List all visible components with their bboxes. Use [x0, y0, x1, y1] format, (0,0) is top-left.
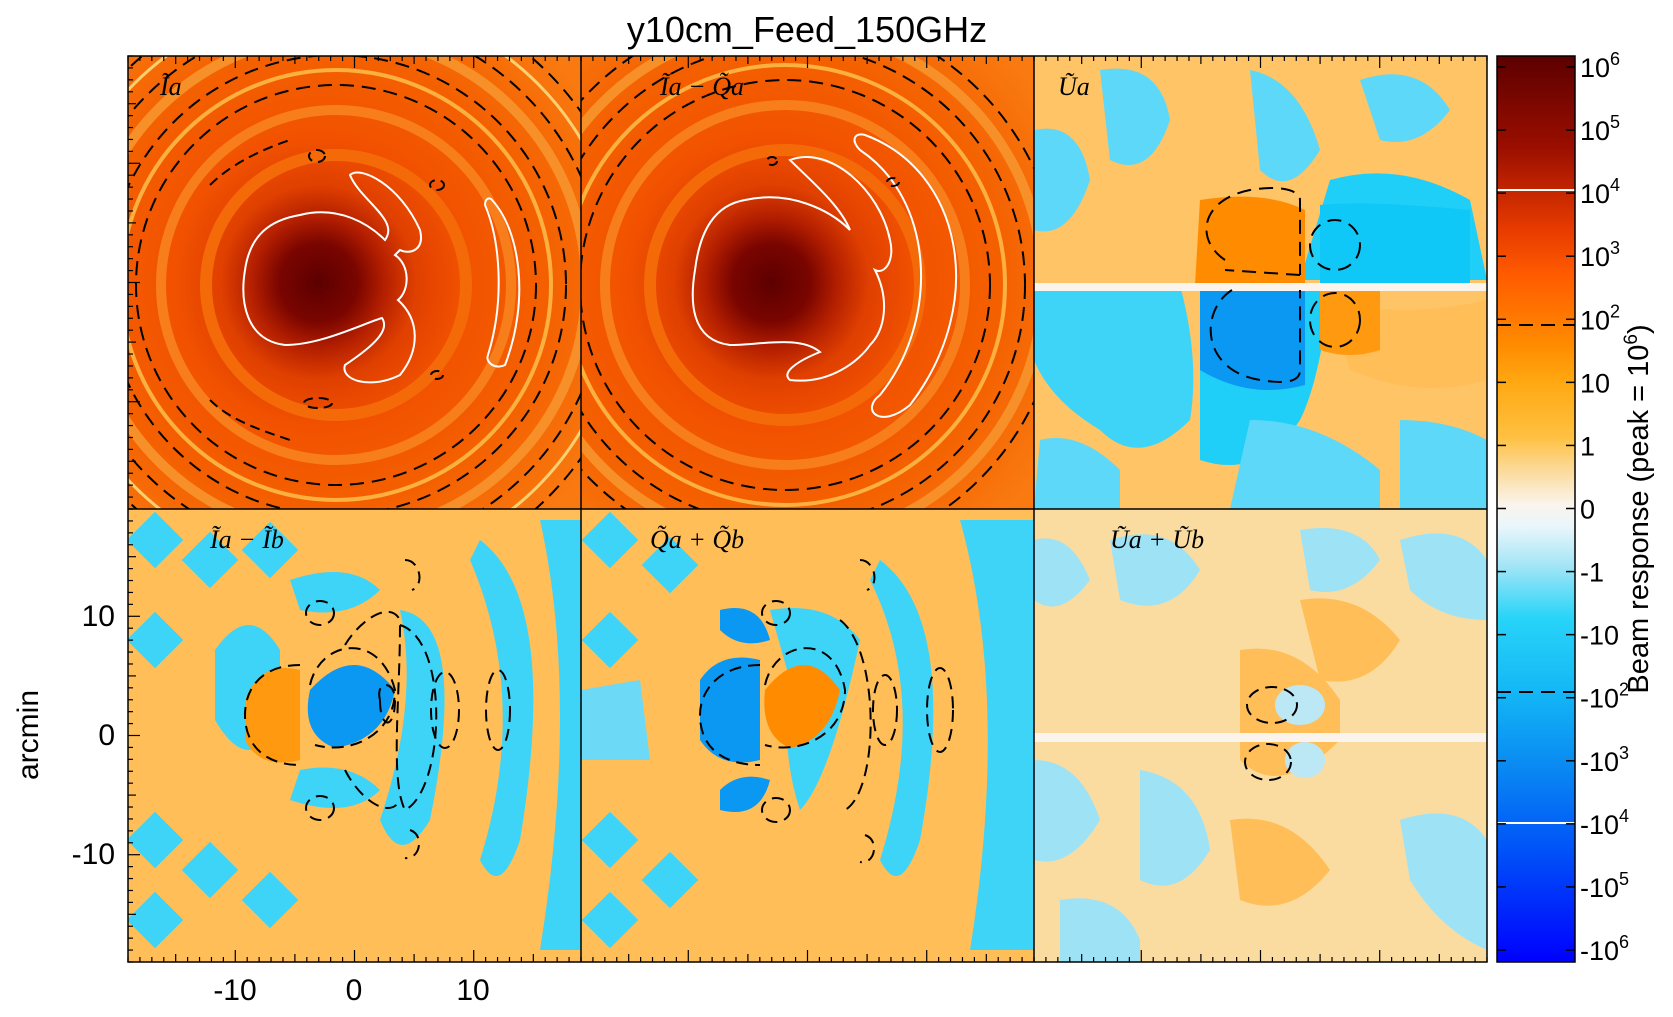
- y-axis-label: arcmin: [12, 690, 45, 780]
- panel-label-u-a-plus-u-b: Ũa + Ũb: [1110, 525, 1204, 554]
- panel-i-a: [128, 56, 581, 509]
- panel-u-a: [1034, 56, 1487, 509]
- panel-label-i-a-minus-q-a: Ĩa − Q̃a: [659, 72, 744, 101]
- panel-label-i-a: Ĩa: [159, 72, 182, 101]
- panel-label-q-a-plus-q-b: Q̃a + Q̃b: [650, 525, 744, 554]
- colorbar-tick-label: -10: [1580, 621, 1619, 651]
- colorbar-tick-label: 10: [1580, 368, 1610, 398]
- y-tick-label: 0: [98, 719, 115, 752]
- colorbar-tick-label: -102: [1580, 680, 1629, 714]
- colorbar-tick-label: 103: [1580, 238, 1620, 272]
- x-tick-label: 10: [456, 974, 489, 1007]
- colorbar-tick-label: 104: [1580, 175, 1620, 209]
- colorbar-ticks: 1061051041031021010-1-10-102-103-104-105…: [1497, 49, 1629, 966]
- axis-ticks: [127, 55, 1488, 963]
- colorbar-label: Beam response (peak = 106): [1621, 324, 1655, 693]
- chart-title: y10cm_Feed_150GHz: [627, 9, 987, 50]
- colorbar-tick-label: -1: [1580, 558, 1604, 588]
- panel-label-u-a: Ũa: [1058, 72, 1090, 101]
- panel-u-a-plus-u-b: [1034, 509, 1487, 962]
- y-tick-label: 10: [82, 600, 115, 633]
- x-axis: -10 0 10: [213, 974, 489, 1007]
- panel-label-i-a-minus-i-b: Ĩa − Ĩb: [209, 525, 284, 554]
- colorbar-tick-label: 105: [1580, 112, 1620, 146]
- colorbar-gradient: [1497, 56, 1575, 962]
- panel-q-a-plus-q-b: [581, 509, 1034, 962]
- colorbar-tick-label: 102: [1580, 301, 1620, 335]
- x-tick-label: 0: [346, 974, 363, 1007]
- panel-i-a-minus-q-a: [581, 56, 1034, 509]
- colorbar: 1061051041031021010-1-10-102-103-104-105…: [1496, 49, 1655, 966]
- colorbar-tick-label: 1: [1580, 431, 1595, 461]
- colorbar-tick-label: -105: [1580, 869, 1629, 903]
- colorbar-tick-label: -106: [1580, 932, 1629, 966]
- x-tick-label: -10: [213, 974, 256, 1007]
- colorbar-tick-label: -103: [1580, 743, 1629, 777]
- panel-i-a-minus-i-b: [128, 509, 581, 962]
- y-tick-label: -10: [72, 838, 115, 871]
- colorbar-tick-label: 106: [1580, 49, 1620, 83]
- y-axis: 10 0 -10 arcmin: [12, 600, 115, 871]
- colorbar-tick-label: 0: [1580, 495, 1595, 525]
- colorbar-tick-label: -104: [1580, 806, 1629, 840]
